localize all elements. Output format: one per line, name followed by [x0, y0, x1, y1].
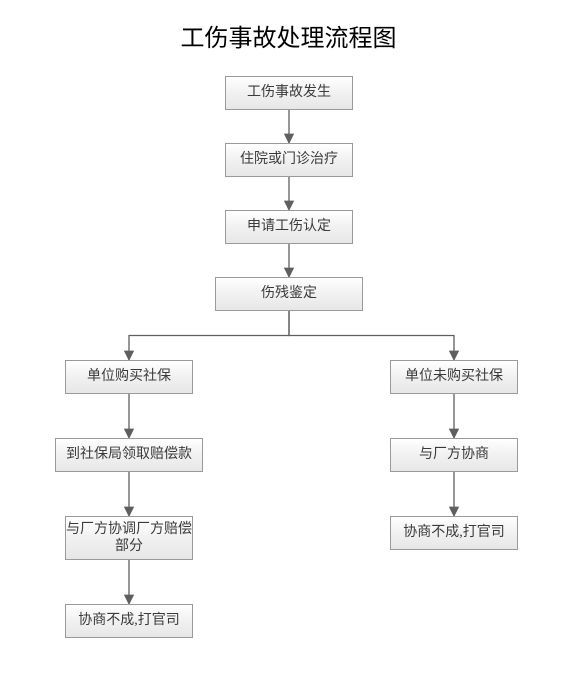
diagram-title: 工伤事故处理流程图 [0, 18, 577, 53]
flow-node-l3: 与厂方协调厂方赔偿部分 [65, 516, 193, 560]
flow-node-l4: 协商不成,打官司 [65, 604, 193, 638]
flow-node-n4: 伤残鉴定 [215, 277, 363, 311]
flow-node-n1: 工伤事故发生 [225, 76, 353, 110]
flow-edge [289, 311, 454, 360]
flow-node-r1: 单位未购买社保 [390, 360, 518, 394]
flow-node-n2: 住院或门诊治疗 [225, 143, 353, 177]
flow-edge [129, 311, 289, 360]
flow-node-r2: 与厂方协商 [390, 438, 518, 472]
flow-node-n3: 申请工伤认定 [225, 210, 353, 244]
flow-node-l2: 到社保局领取赔偿款 [55, 438, 203, 472]
flow-node-l1: 单位购买社保 [65, 360, 193, 394]
flow-node-r3: 协商不成,打官司 [390, 516, 518, 550]
diagram-canvas: 工伤事故处理流程图 工伤事故发生住院或门诊治疗申请工伤认定伤残鉴定单位购买社保到… [0, 0, 577, 673]
